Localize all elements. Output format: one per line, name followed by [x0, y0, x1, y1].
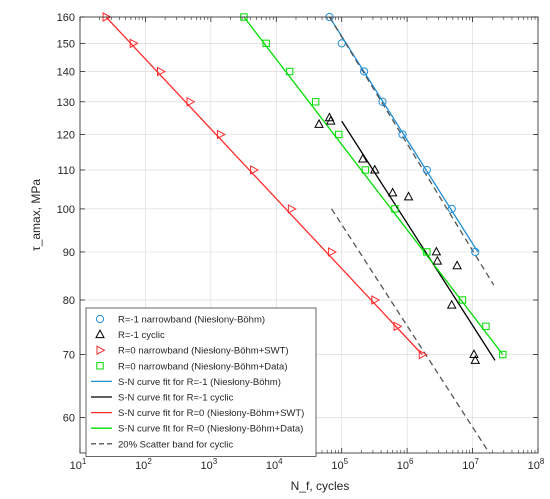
legend-entry-label: S-N curve fit for R=0 (Niesłony-Böhm+SWT…	[118, 408, 304, 419]
triangle-right-marker	[287, 204, 297, 214]
triangle-right-marker	[393, 321, 403, 332]
legend-entry-label: R=-1 cyclic	[118, 330, 165, 341]
x-tick-label: 101	[70, 457, 87, 472]
square-marker	[262, 39, 270, 48]
scatter-band-line	[328, 16, 495, 286]
circle-marker	[471, 247, 480, 257]
y-tick-label: 120	[57, 129, 75, 141]
circle-marker	[360, 67, 369, 76]
square-marker	[96, 362, 104, 370]
triangle-up-marker	[357, 153, 368, 163]
circle-marker	[378, 97, 387, 106]
triangle-up-marker	[470, 354, 481, 364]
triangle-right-marker	[328, 247, 338, 257]
legend-entry-label: R=0 narrowband (Niesłony-Böhm+SWT)	[118, 346, 289, 357]
scatter-band-line	[331, 208, 490, 454]
y-tick-label: 160	[57, 12, 75, 24]
triangle-right-marker	[371, 295, 381, 305]
triangle-right-marker	[157, 66, 166, 77]
square-marker	[482, 322, 490, 331]
triangle-up-marker	[95, 329, 105, 339]
tick-labels: 101 102 103 104 105 106 107 108 60 70 80 90 100 110 12…	[57, 12, 545, 472]
x-tick-label: 105	[331, 457, 348, 472]
y-tick-label: 100	[57, 204, 75, 216]
triangle-up-marker	[431, 246, 442, 256]
triangle-right-marker	[129, 38, 139, 49]
triangle-right-marker	[186, 96, 196, 107]
y-tick-label: 90	[63, 247, 75, 259]
circle-marker	[422, 165, 431, 175]
x-tick-label: 103	[201, 457, 218, 472]
square-marker	[361, 166, 370, 174]
circle-marker	[447, 204, 456, 214]
y-tick-label: 110	[57, 165, 75, 177]
y-tick-label: 140	[57, 67, 75, 79]
legend-box	[85, 307, 317, 457]
x-axis-label: N_f, cycles	[291, 479, 350, 493]
y-tick-label: 80	[63, 295, 75, 307]
circle-marker	[337, 39, 346, 48]
x-tick-label: 106	[397, 457, 414, 472]
triangle-up-marker	[369, 164, 380, 174]
legend-entry-label: 20% Scatter band for cyclic	[118, 439, 233, 450]
legend-entry-label: S-N curve fit for R=-1 cyclic	[118, 393, 234, 404]
triangle-right-marker	[216, 129, 226, 140]
y-tick-label: 60	[63, 412, 75, 424]
legend: R=-1 narrowband (Niesłony-Böhm) R=-1 cycl…	[85, 307, 317, 457]
x-tick-label: 102	[135, 457, 152, 472]
y-axis-label: τ_amax, MPa	[29, 179, 43, 251]
y-tick-label: 150	[57, 38, 75, 50]
y-tick-label: 70	[63, 350, 75, 362]
circle-marker	[95, 314, 105, 324]
x-tick-label: 107	[462, 457, 479, 472]
y-tick-label: 130	[57, 97, 75, 109]
triangle-right-marker	[250, 165, 260, 175]
x-tick-label: 104	[266, 457, 283, 472]
triangle-up-marker	[387, 187, 398, 197]
circle-marker	[398, 130, 407, 139]
square-marker	[391, 205, 399, 213]
fit-line	[341, 120, 496, 361]
triangle-up-marker	[432, 255, 443, 265]
square-marker	[499, 350, 507, 359]
triangle-right-marker	[418, 349, 428, 360]
fit-line	[105, 16, 423, 355]
square-marker	[458, 296, 467, 304]
triangle-up-marker	[446, 299, 457, 309]
x-tick-label: 108	[528, 457, 545, 472]
square-marker	[335, 130, 343, 139]
triangle-up-marker	[314, 118, 324, 128]
legend-entry-label: S-N curve fit for R=0 (Niesłony-Böhm+Dat…	[118, 424, 303, 435]
legend-entry-label: S-N curve fit for R=-1 (Niesłony-Böhm)	[118, 377, 281, 388]
legend-entry-label: R=-1 narrowband (Niesłony-Böhm)	[118, 315, 265, 326]
legend-entry-label: R=0 narrowband (Niesłony-Böhm+Data)	[118, 361, 288, 372]
square-marker	[423, 248, 431, 256]
triangle-up-marker	[325, 115, 336, 125]
square-marker	[311, 98, 320, 106]
square-marker	[285, 67, 294, 76]
triangle-right-marker	[96, 345, 106, 356]
triangle-up-marker	[452, 260, 462, 270]
triangle-up-marker	[403, 191, 414, 201]
